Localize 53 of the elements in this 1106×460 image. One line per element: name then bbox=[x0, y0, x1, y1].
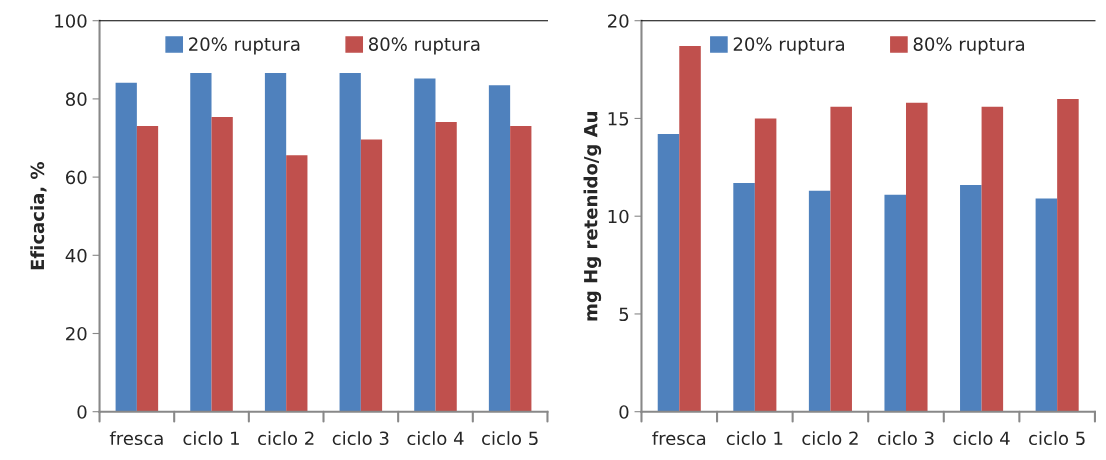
y-tick-label: 0 bbox=[619, 405, 629, 419]
bar bbox=[414, 78, 436, 412]
x-tick-label: ciclo 2 bbox=[258, 431, 314, 446]
legend-label: 20% ruptura bbox=[189, 37, 300, 55]
bar bbox=[808, 190, 831, 412]
x-tick-label: ciclo 5 bbox=[1029, 431, 1085, 446]
bar bbox=[981, 106, 1004, 412]
x-tick-label: fresca bbox=[109, 431, 163, 446]
y-axis-title: Eficacia, % bbox=[30, 161, 47, 270]
bar bbox=[679, 46, 701, 412]
bar bbox=[657, 134, 680, 412]
bar bbox=[1035, 198, 1058, 412]
x-tick-label: ciclo 5 bbox=[482, 431, 538, 446]
x-tick-label: ciclo 3 bbox=[877, 431, 934, 446]
x-tick-label: ciclo 3 bbox=[332, 431, 389, 446]
y-tick-label: 15 bbox=[608, 112, 629, 126]
y-tick-label: 0 bbox=[77, 405, 87, 419]
y-axis-title: mg Hg retenido/g Au bbox=[583, 112, 602, 321]
bar bbox=[510, 125, 532, 412]
bar bbox=[136, 125, 159, 412]
y-tick-label: 80 bbox=[65, 92, 87, 107]
y-tick-label: 60 bbox=[66, 170, 87, 185]
y-tick-label: 20 bbox=[608, 14, 629, 28]
bar bbox=[286, 155, 308, 412]
y-tick-label: 100 bbox=[55, 14, 87, 28]
x-tick-label: ciclo 1 bbox=[183, 431, 239, 446]
bar bbox=[115, 82, 137, 412]
y-tick-label: 40 bbox=[65, 248, 87, 263]
bar bbox=[488, 85, 511, 412]
bar bbox=[339, 73, 361, 412]
y-tick-label: 5 bbox=[619, 307, 629, 322]
bar bbox=[360, 139, 383, 412]
bar bbox=[884, 194, 906, 412]
y-tick-label: 20 bbox=[66, 326, 87, 341]
legend-label: 80% ruptura bbox=[368, 37, 480, 55]
bar bbox=[264, 73, 287, 412]
legend-label: 20% ruptura bbox=[733, 37, 844, 55]
legend-label: 80% ruptura bbox=[913, 37, 1025, 55]
x-tick-label: ciclo 4 bbox=[953, 431, 1010, 446]
bar bbox=[211, 116, 233, 412]
y-tick-label: 10 bbox=[608, 209, 629, 224]
bar bbox=[960, 184, 982, 412]
bar bbox=[1057, 98, 1079, 412]
bar bbox=[830, 106, 852, 412]
x-tick-label: ciclo 1 bbox=[726, 431, 783, 446]
bar bbox=[435, 121, 457, 412]
x-tick-label: ciclo 4 bbox=[407, 431, 464, 446]
bar bbox=[906, 102, 928, 412]
bar bbox=[733, 182, 755, 412]
x-tick-label: fresca bbox=[652, 431, 706, 446]
bar bbox=[190, 73, 212, 412]
bar bbox=[754, 118, 777, 412]
x-tick-label: ciclo 2 bbox=[802, 431, 858, 446]
